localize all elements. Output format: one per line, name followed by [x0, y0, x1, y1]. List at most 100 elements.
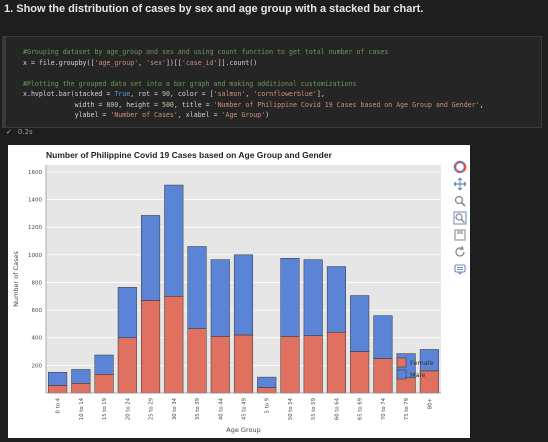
- code-token: #Grouping dataset by age_group and sex a…: [23, 48, 389, 56]
- bar-male-15-to-19: [94, 354, 114, 375]
- hover-icon[interactable]: [453, 262, 467, 276]
- bokeh-logo-icon[interactable]: [453, 160, 467, 174]
- bar-female-30-to-34: [164, 296, 184, 394]
- bar-female-45-to-49: [233, 334, 254, 394]
- x-tick-label: 25 to 29: [149, 398, 155, 420]
- y-tick-label: 1200: [28, 225, 42, 231]
- code-token: ,: [138, 58, 147, 67]
- x-tick-label: 30 to 34: [172, 397, 178, 420]
- x-tick-label: 70 to 74: [381, 397, 387, 420]
- code-token: ylabel =: [23, 111, 111, 119]
- code-token: 'salmon': [213, 90, 246, 98]
- x-tick-label: 40 to 44: [218, 397, 224, 420]
- code-line: x = file.groupby(['age_group', 'sex'])[[…: [23, 58, 484, 69]
- x-tick-label: 15 to 19: [102, 398, 108, 420]
- bar-female-40-to-44: [210, 336, 230, 394]
- bar-male-20-to-24: [117, 287, 137, 338]
- code-token: #Plotting the grouped data set into a ba…: [23, 79, 357, 88]
- x-tick-label: 65 to 69: [358, 398, 364, 420]
- code-token: , xlabel =: [177, 111, 222, 119]
- bar-male-25-to-29: [141, 215, 161, 301]
- code-token: , title =: [173, 100, 214, 109]
- code-editor[interactable]: #Grouping dataset by age_group and sex a…: [23, 47, 484, 121]
- bar-male-65-to-69: [350, 295, 370, 352]
- x-tick-label: 35 to 39: [195, 398, 201, 420]
- legend-swatch-female: [396, 357, 407, 368]
- x-axis-label: Age Group: [226, 426, 260, 434]
- code-token: 'Number of Philippine Covid 19 Cases bas…: [213, 100, 480, 109]
- legend-label-male: Male: [410, 371, 425, 379]
- check-icon: ✓: [6, 128, 12, 136]
- plot-output: 200 400 600 800 1000 1200 1400 1600 0 to 4 10 to …: [8, 145, 470, 438]
- bar-female-35-to-39: [187, 328, 207, 394]
- x-tick-label: 50 to 54: [288, 397, 294, 420]
- box-zoom-icon[interactable]: [453, 194, 467, 208]
- code-token: 'sex': [146, 58, 166, 67]
- code-token: 800: [106, 100, 119, 109]
- code-token: 'Age Group': [221, 111, 266, 119]
- bar-male-50-to-54: [280, 258, 300, 337]
- bar-male-10-to-14: [71, 369, 91, 384]
- y-axis-label: Number of Cases: [12, 250, 20, 306]
- code-token: x.hvplot.bar(stacked =: [23, 90, 115, 98]
- code-token: True: [114, 90, 131, 98]
- bar-male-45-to-49: [233, 254, 254, 336]
- chart-title: Number of Philippine Covid 19 Cases base…: [46, 150, 333, 160]
- code-token: 'Number of Cases': [110, 111, 178, 119]
- y-tick-label: 200: [32, 363, 43, 369]
- y-tick-label: 1600: [28, 170, 42, 176]
- bar-female-70-to-74: [373, 358, 393, 394]
- code-line: #Plotting the grouped data set into a ba…: [23, 79, 484, 90]
- code-token: 'cornflowerblue': [253, 90, 317, 98]
- code-token: , rot =: [130, 90, 162, 98]
- bar-female-60-to-64: [326, 331, 346, 394]
- x-tick-label: 55 to 59: [311, 398, 317, 420]
- code-token: 'age_group': [94, 58, 139, 67]
- x-tick-label: 20 to 24: [125, 397, 131, 420]
- bar-female-0-to-4: [48, 385, 68, 394]
- bar-female-55-to-59: [303, 335, 323, 394]
- bar-female-20-to-24: [117, 337, 137, 394]
- code-token: ): [265, 111, 270, 119]
- code-token: ]].count(): [217, 58, 258, 67]
- y-tick-label: 400: [32, 336, 43, 342]
- section-heading: 1. Show the distribution of cases by sex…: [4, 3, 424, 15]
- bar-male-70-to-74: [373, 315, 393, 359]
- bar-male-40-to-44: [210, 259, 230, 337]
- code-line: [23, 68, 484, 79]
- code-token: x = file.groupby([: [23, 58, 95, 67]
- y-tick-label: 1000: [28, 253, 42, 259]
- x-tick-label: 10 to 14: [79, 397, 85, 420]
- code-token: 90: [161, 90, 170, 98]
- bar-female-15-to-19: [94, 374, 114, 394]
- bar-male-60-to-64: [326, 266, 346, 333]
- save-icon[interactable]: [453, 228, 467, 242]
- pan-icon[interactable]: [453, 177, 467, 191]
- code-token: 'case_id': [181, 58, 218, 67]
- x-tick-label: 0 to 4: [56, 397, 62, 413]
- cell-status: ✓ 0.2s: [6, 128, 33, 136]
- y-tick-label: 800: [32, 280, 43, 286]
- code-cell[interactable]: #Grouping dataset by age_group and sex a…: [2, 36, 542, 128]
- bar-male-5-to-9: [257, 376, 277, 388]
- bar-female-75-to-79: [396, 377, 416, 394]
- code-line: width = 800, height = 500, title = 'Numb…: [23, 100, 484, 111]
- code-token: 500: [161, 100, 174, 109]
- x-tick-label: 75 to 79: [404, 398, 410, 420]
- wheel-zoom-icon[interactable]: [453, 211, 467, 225]
- bar-male-0-to-4: [48, 372, 68, 386]
- code-token: width =: [23, 100, 107, 109]
- bar-male-80+: [419, 349, 439, 372]
- reset-icon[interactable]: [453, 245, 467, 259]
- code-token: ,: [245, 90, 254, 98]
- code-line: #Grouping dataset by age_group and sex a…: [23, 47, 484, 58]
- legend-swatch-male: [396, 369, 407, 380]
- execution-time: 0.2s: [17, 128, 33, 136]
- stacked-bar-chart: 200 400 600 800 1000 1200 1400 1600 0 to 4 10 to …: [12, 150, 441, 434]
- bar-female-10-to-14: [71, 383, 91, 394]
- code-token: ])[[: [165, 58, 182, 67]
- bar-male-55-to-59: [303, 259, 323, 336]
- bar-male-30-to-34: [164, 184, 184, 297]
- y-tick-label: 600: [32, 308, 43, 314]
- code-line: ylabel = 'Number of Cases', xlabel = 'Ag…: [23, 110, 484, 121]
